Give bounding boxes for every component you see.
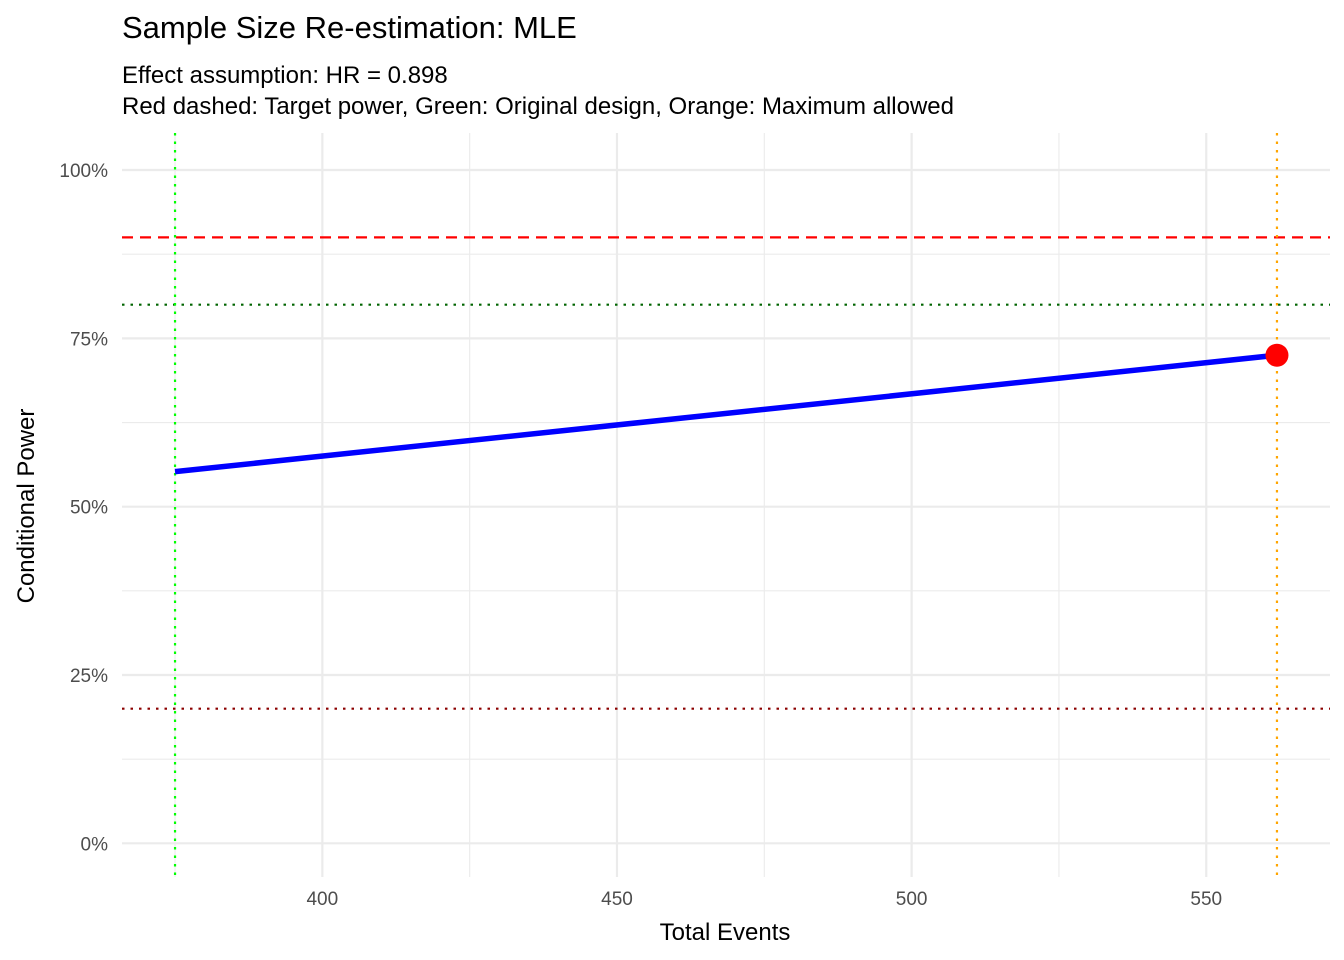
y-tick-label: 100% (59, 161, 108, 182)
grid-lines (122, 133, 1330, 877)
x-tick-label: 450 (601, 889, 633, 910)
x-axis-title: Total Events (660, 919, 791, 946)
chart-subtitle: Effect assumption: HR = 0.898 Red dashed… (122, 60, 954, 122)
chart-title: Sample Size Re-estimation: MLE (122, 10, 577, 45)
power-curve-line (174, 352, 1278, 475)
y-tick-label: 0% (81, 834, 109, 855)
y-tick-label: 75% (70, 329, 108, 350)
reference-lines (122, 133, 1330, 877)
subtitle-line-1: Effect assumption: HR = 0.898 (122, 62, 448, 89)
x-tick-label: 550 (1190, 889, 1222, 910)
subtitle-line-2: Red dashed: Target power, Green: Origina… (122, 93, 954, 120)
y-tick-label: 50% (70, 498, 108, 519)
y-tick-label: 25% (70, 666, 108, 687)
x-tick-label: 500 (896, 889, 928, 910)
recommended-point (1265, 343, 1289, 367)
x-tick-label: 400 (306, 889, 338, 910)
y-axis-title: Conditional Power (13, 409, 40, 604)
tick-labels: 400 450 500 550 0% 25% 50% 75% 100% (59, 161, 1222, 910)
data-series (174, 343, 1289, 475)
